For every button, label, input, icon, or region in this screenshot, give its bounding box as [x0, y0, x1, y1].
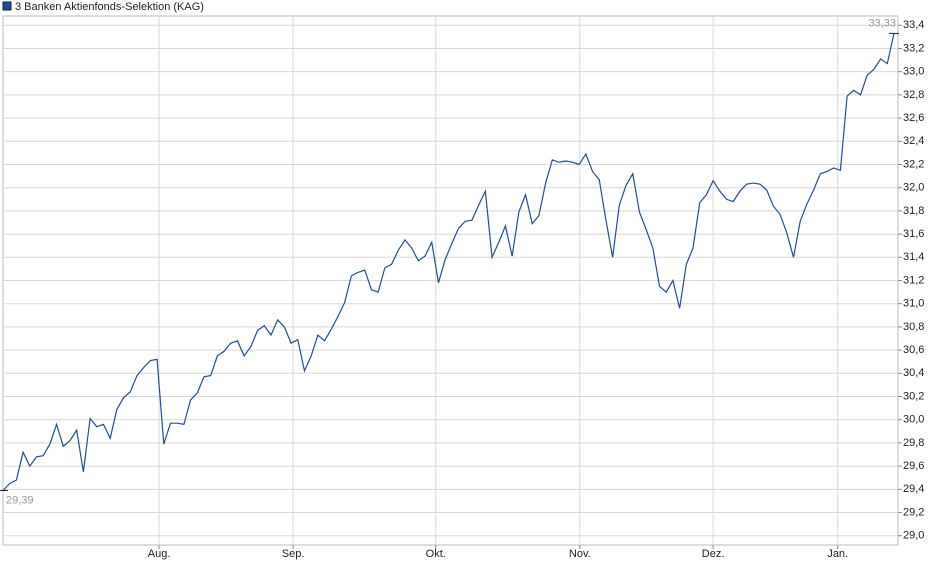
y-tick-label: 31,0 [903, 298, 924, 310]
y-tick-label: 29,6 [903, 460, 924, 472]
y-tick-label: 32,0 [903, 182, 924, 194]
y-tick-label: 32,6 [903, 112, 924, 124]
y-tick-label: 30,4 [903, 367, 924, 379]
y-tick-label: 31,6 [903, 228, 924, 240]
y-tick-label: 30,2 [903, 390, 924, 402]
y-tick-label: 32,2 [903, 158, 924, 170]
y-tick-label: 30,0 [903, 414, 924, 426]
y-tick-label: 29,4 [903, 483, 924, 495]
series-line [2, 33, 895, 491]
y-tick-label: 33,2 [903, 42, 924, 54]
x-tick-label: Aug. [148, 548, 171, 560]
legend-label: 3 Banken Aktienfonds-Selektion (KAG) [15, 1, 204, 13]
y-tick-label: 33,4 [903, 19, 924, 31]
y-tick-label: 32,8 [903, 89, 924, 101]
y-tick-label: 31,8 [903, 205, 924, 217]
x-tick-label: Okt. [426, 548, 446, 560]
y-tick-label: 32,4 [903, 135, 924, 147]
y-tick-label: 33,0 [903, 66, 924, 78]
y-tick-label: 30,8 [903, 321, 924, 333]
y-tick-label: 31,2 [903, 274, 924, 286]
y-tick-label: 29,0 [903, 530, 924, 542]
y-tick-label: 29,2 [903, 506, 924, 518]
x-tick-label: Dez. [702, 548, 725, 560]
y-tick-label: 31,4 [903, 251, 924, 263]
y-tick-label: 30,6 [903, 344, 924, 356]
value-label: 29,39 [6, 494, 34, 506]
value-label: 33,33 [868, 17, 896, 29]
x-tick-label: Sep. [282, 548, 305, 560]
legend-swatch [2, 1, 12, 11]
y-tick-label: 29,8 [903, 437, 924, 449]
x-tick-label: Nov. [569, 548, 591, 560]
x-tick-label: Jan. [827, 548, 848, 560]
